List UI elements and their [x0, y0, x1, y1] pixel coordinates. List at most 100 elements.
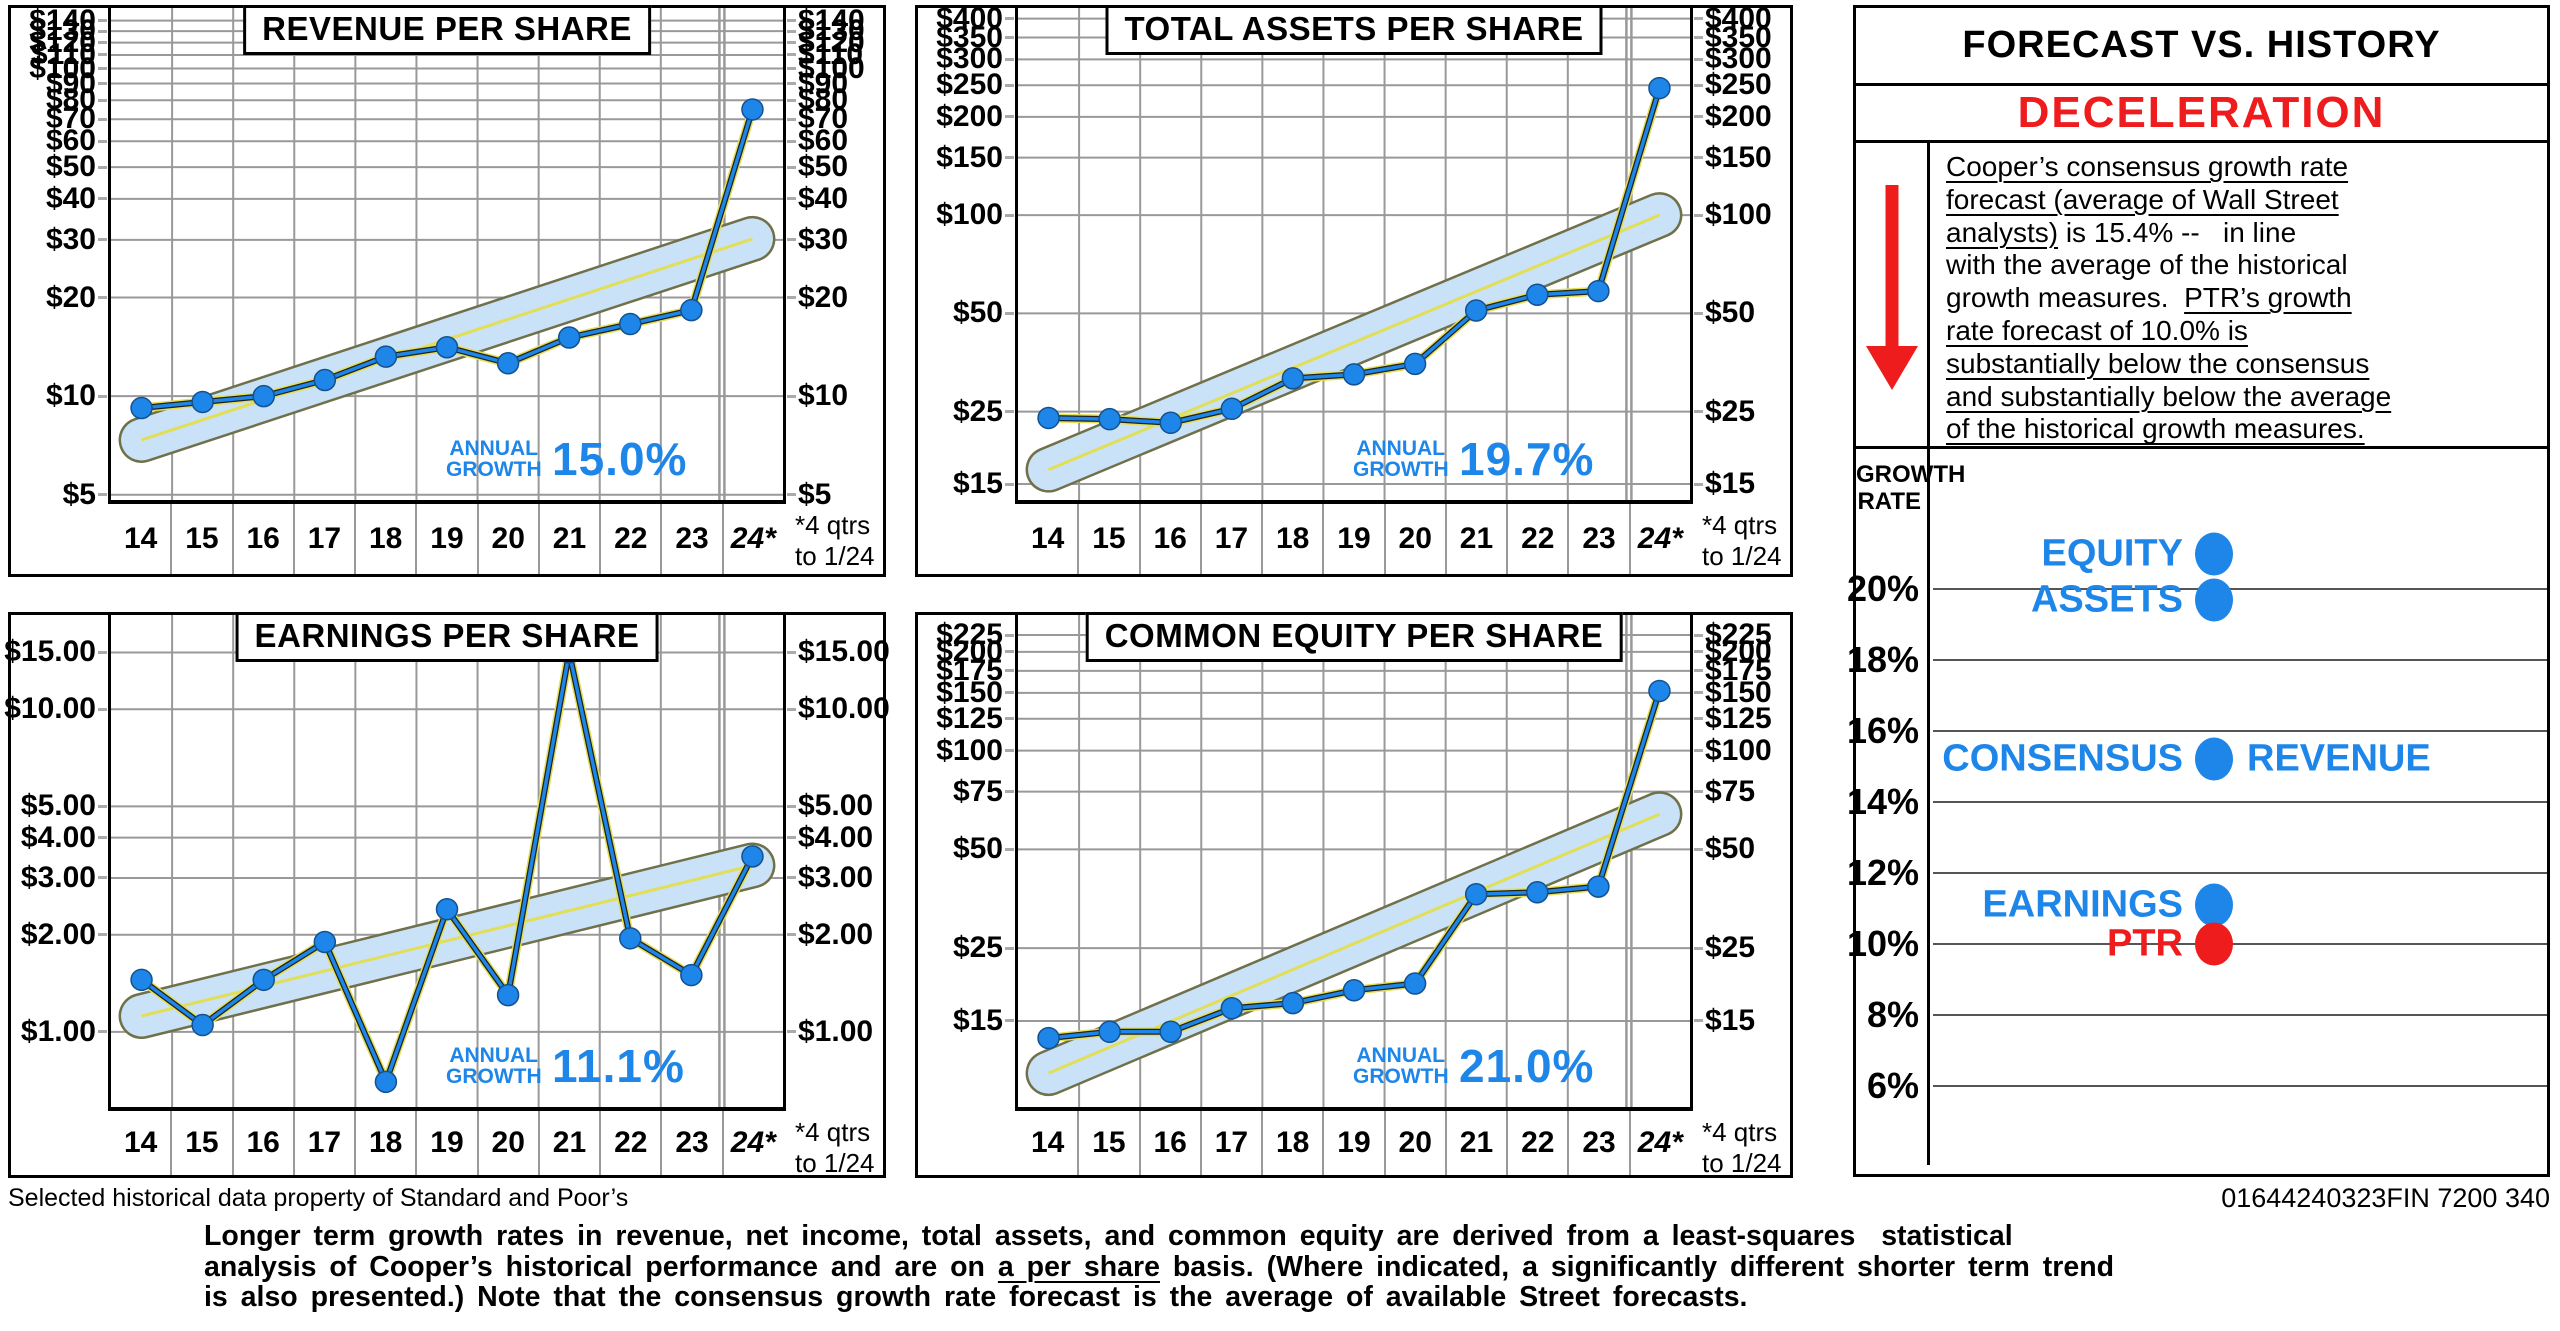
y-axis-left: $225 $200 $175 $150 $125 $100 $75 $50 $25 $15: [918, 615, 1015, 1111]
tick-marker: [98, 53, 107, 57]
commentary-line: with the average of the historical: [1946, 249, 2348, 281]
y-axis-tick-label: $200: [936, 99, 1003, 133]
growth-rate-tick-label: 8%: [1866, 994, 1919, 1035]
chart-title: EARNINGS PER SHARE: [235, 612, 659, 662]
growth-rate-tick-label: 6%: [1866, 1065, 1919, 1106]
y-axis-tick-label: $50: [952, 832, 1003, 866]
earnings-per-share-chart: ANNUAL GROWTH 11.1% $15.00 $10.00 $5.00 $4.…: [4, 612, 890, 1178]
growth-dot-icon: [2195, 922, 2233, 966]
tick-marker: [98, 67, 107, 70]
x-axis-year-label: 18: [356, 504, 418, 574]
tick-marker: [98, 394, 107, 398]
y-axis-tick-label: $1.00: [798, 1014, 874, 1048]
x-axis-year-label: 22: [601, 1111, 663, 1175]
x-axis-year-label: 14: [1018, 504, 1080, 574]
x-axis-year-label: 21: [1447, 1111, 1509, 1175]
x-axis-year-label: 14: [111, 1111, 173, 1175]
tick-marker: [98, 139, 107, 143]
y-axis-left: $15.00 $10.00 $5.00 $4.00 $3.00 $2.00 $1.00: [4, 615, 108, 1111]
growth-rate-gridline: [1933, 730, 2547, 732]
annual-growth-callout: ANNUAL GROWTH 19.7%: [1353, 432, 1594, 486]
growth-rate-gridline: [1933, 1085, 2547, 1087]
y-axis-tick-label: $75: [1705, 774, 1756, 808]
y-axis-tick-label: $5.00: [798, 789, 874, 823]
y-axis-tick-label: $350: [936, 20, 1003, 54]
tick-marker: [1005, 83, 1014, 87]
x-axis-year-label: 18: [1263, 1111, 1325, 1175]
data-point: [1220, 397, 1244, 421]
y-axis-tick-label: $15: [952, 1003, 1003, 1037]
annual-growth-label: ANNUAL GROWTH: [1353, 437, 1449, 481]
y-axis-tick-label: $20: [798, 280, 849, 314]
x-axis-year-label: 23: [1569, 1111, 1631, 1175]
panel-title: FORECAST VS. HISTORY: [1856, 8, 2547, 86]
y-axis-tick-label: $100: [798, 51, 865, 85]
data-point: [1037, 406, 1060, 430]
annual-growth-value: 19.7%: [1459, 433, 1595, 485]
total-assets-per-share-chart: ANNUAL GROWTH 19.7% $400 $350 $300 $250 $200…: [915, 3, 1793, 577]
y-axis-right: *4 qtrs to 1/24 $225 $200 $175 $150 $125 $100…: [1693, 615, 1790, 1178]
x-axis-year-label: 24*: [730, 1126, 776, 1159]
data-point: [374, 1070, 398, 1094]
plot-svg: [111, 615, 783, 1107]
tick-marker: [98, 41, 107, 45]
y-axis-tick-label: $200: [1705, 634, 1772, 668]
y-axis-tick-label: $150: [936, 675, 1003, 709]
tick-marker: [1005, 633, 1014, 637]
annual-growth-label: ANNUAL GROWTH: [446, 437, 542, 481]
x-axis-year-label: 15: [172, 1111, 234, 1175]
y-axis-tick-label: $5: [798, 477, 832, 511]
tick-marker: [787, 394, 796, 398]
tick-marker: [1694, 650, 1703, 654]
y-axis-tick-label: $50: [1705, 296, 1756, 330]
y-axis-tick-label: $2.00: [798, 917, 874, 951]
growth-rate-gridline: [1933, 872, 2547, 874]
tick-marker: [1694, 1019, 1703, 1023]
tick-marker: [98, 197, 107, 201]
annual-growth-callout: ANNUAL GROWTH 21.0%: [1353, 1039, 1594, 1093]
tick-marker: [787, 82, 796, 85]
chart-title: TOTAL ASSETS PER SHARE: [1105, 5, 1603, 55]
x-axis-year-label: 22: [1508, 1111, 1570, 1175]
plot-area: ANNUAL GROWTH 21.0%: [1015, 615, 1693, 1111]
tick-marker: [787, 836, 796, 840]
tick-marker: [1694, 410, 1703, 414]
methodology-line: analysis of Cooper’s historical performa…: [204, 1250, 2115, 1283]
tick-marker: [787, 53, 796, 57]
data-point: [1526, 283, 1549, 307]
x-axis-year-label: 15: [172, 504, 234, 574]
data-point: [496, 352, 520, 375]
data-point: [1587, 875, 1610, 898]
y-axis-tick-label: $150: [1705, 675, 1772, 709]
tick-marker: [1694, 311, 1703, 315]
growth-rate-gridline: [1933, 588, 2547, 590]
growth-rate-point-ptr: PTR: [1933, 922, 2233, 966]
trend-centerline: [1047, 213, 1661, 472]
tick-marker: [98, 19, 107, 23]
tick-marker: [787, 933, 796, 937]
growth-rate-axis: GROWTH RATE 20% 18% 16% 14% 12% 10% 8% 6%: [1847, 449, 1965, 1165]
tick-marker: [98, 650, 107, 654]
y-axis-tick-label: $130: [29, 14, 96, 48]
tick-marker: [98, 29, 107, 33]
y-axis-tick-label: $50: [1705, 832, 1756, 866]
tick-marker: [98, 876, 107, 880]
y-axis-tick-label: $10: [798, 379, 849, 413]
y-axis-tick-label: $100: [1705, 733, 1772, 767]
y-axis-tick-label: $5.00: [20, 789, 96, 823]
data-point: [1159, 411, 1182, 435]
tick-marker: [98, 836, 107, 840]
y-axis-tick-label: $70: [798, 102, 849, 136]
y-axis-tick-label: $30: [798, 222, 849, 256]
y-axis-tick-label: $60: [45, 124, 96, 158]
tick-marker: [787, 650, 796, 654]
forecast-vs-history-panel: FORECAST VS. HISTORY DECELERATION Cooper…: [1847, 5, 2550, 1177]
y-axis-tick-label: $15: [1705, 467, 1756, 500]
x-axis-year-label: 16: [234, 1111, 295, 1175]
tick-marker: [98, 238, 107, 242]
y-axis-tick-label: $40: [45, 181, 96, 215]
x-axis-year-label: 21: [540, 504, 602, 574]
data-point: [1342, 979, 1366, 1002]
tick-marker: [787, 804, 796, 808]
